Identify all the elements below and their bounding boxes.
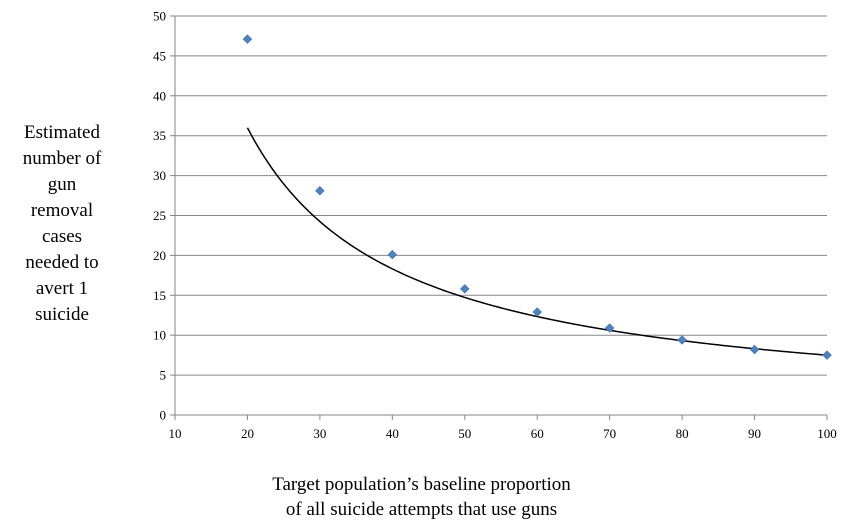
x-tick-label: 10	[169, 426, 182, 441]
data-points	[242, 34, 832, 361]
y-axis-label-line: suicide	[35, 304, 89, 325]
data-point	[749, 344, 760, 355]
y-axis-label-line: gun	[47, 174, 77, 195]
y-tick-label: 5	[160, 368, 167, 383]
y-tick-labels: 0 5 10 15 20 25 30 35 40 45 50	[153, 9, 166, 423]
y-axis-label-line: removal	[30, 200, 94, 221]
data-point	[677, 335, 687, 345]
y-tick-label: 0	[160, 408, 167, 423]
y-axis-label-line: avert 1	[35, 278, 89, 299]
y-axis-label-line: Estimated	[24, 122, 100, 143]
trendline	[246, 127, 828, 356]
y-tick-label: 50	[153, 9, 166, 24]
x-tick-label: 30	[313, 426, 326, 441]
trendline-curve	[246, 127, 828, 356]
y-tick-label: 45	[153, 48, 166, 63]
x-tick-label: 90	[748, 426, 761, 441]
y-tick-label: 25	[153, 208, 166, 223]
data-point	[315, 185, 325, 196]
data-point	[604, 323, 615, 333]
x-tick-labels: 10 20 30 40 50 60 70 80 90 100	[169, 426, 837, 441]
x-axis-label-line: of all suicide attempts that use guns	[285, 499, 558, 520]
x-tick-label: 20	[241, 426, 254, 441]
gridlines	[175, 15, 827, 376]
y-tick-label: 10	[153, 328, 166, 343]
data-point	[822, 350, 832, 361]
y-axis-label-line: number of	[22, 148, 102, 169]
y-tick-label: 40	[153, 88, 166, 103]
x-tick-label: 60	[531, 426, 544, 441]
y-tick-label: 30	[153, 168, 166, 183]
x-axis-label-line: Target population’s baseline proportion	[272, 474, 571, 495]
data-point	[459, 284, 470, 294]
y-axis-label-line: cases	[41, 226, 83, 247]
x-tick-label: 80	[676, 426, 689, 441]
y-tick-label: 15	[153, 288, 166, 303]
x-tick-label: 50	[458, 426, 471, 441]
y-axis-label-line: needed to	[25, 252, 99, 273]
data-point	[242, 34, 253, 44]
x-tick-label: 40	[386, 426, 399, 441]
x-tick-label: 70	[603, 426, 616, 441]
y-tick-label: 20	[153, 248, 166, 263]
y-tick-label: 35	[153, 128, 166, 143]
axes	[170, 15, 828, 420]
data-point	[532, 307, 543, 317]
x-tick-label: 100	[817, 426, 837, 441]
data-point	[387, 249, 398, 260]
